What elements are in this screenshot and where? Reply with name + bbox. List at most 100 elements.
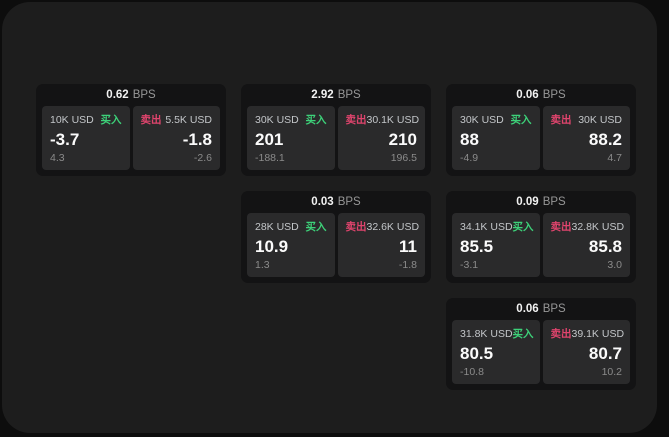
buy-panel[interactable]: 30K USD 买入 201 -188.1 <box>247 106 335 170</box>
sell-size: 5.5K USD <box>165 113 212 126</box>
card-body: 31.8K USD 买入 80.5 -10.8 卖出 39.1K USD 80.… <box>446 320 636 390</box>
buy-tag: 买入 <box>512 221 534 233</box>
sell-tag: 卖出 <box>345 221 367 233</box>
sell-size: 32.8K USD <box>571 220 625 233</box>
quote-card[interactable]: 0.09 BPS 34.1K USD 买入 85.5 -3.1 卖出 32.8K… <box>446 191 636 283</box>
buy-panel[interactable]: 10K USD 买入 -3.7 4.3 <box>42 106 130 170</box>
sell-delta: 3.0 <box>607 259 622 271</box>
sell-panel[interactable]: 卖出 5.5K USD -1.8 -2.6 <box>132 106 220 170</box>
sell-price: 80.7 <box>588 344 622 363</box>
bps-unit-label: BPS <box>542 89 566 101</box>
buy-price: -3.7 <box>50 130 80 149</box>
sell-size: 30K USD <box>578 113 622 126</box>
sell-panel-header: 卖出 30.1K USD <box>345 112 420 127</box>
buy-price: 80.5 <box>460 344 494 363</box>
quote-cards-grid: 0.62 BPS 10K USD 买入 -3.7 4.3 卖出 5.5K USD… <box>36 84 636 390</box>
quote-card[interactable]: 0.06 BPS 30K USD 买入 88 -4.9 卖出 30K USD 8… <box>446 84 636 176</box>
bps-unit-label: BPS <box>542 303 566 315</box>
bps-unit-label: BPS <box>542 196 566 208</box>
buy-panel[interactable]: 30K USD 买入 88 -4.9 <box>452 106 540 170</box>
buy-size: 31.8K USD <box>460 327 513 340</box>
sell-tag: 卖出 <box>550 221 572 233</box>
sell-delta: -1.8 <box>398 259 417 271</box>
buy-size: 10K USD <box>50 113 94 126</box>
buy-tag: 买入 <box>305 221 327 233</box>
buy-panel[interactable]: 34.1K USD 买入 85.5 -3.1 <box>452 213 540 277</box>
bps-unit-label: BPS <box>132 89 156 101</box>
sell-tag: 卖出 <box>345 114 367 126</box>
sell-panel-header: 卖出 32.6K USD <box>345 219 420 234</box>
card-header: 0.03 BPS <box>241 191 431 213</box>
card-body: 34.1K USD 买入 85.5 -3.1 卖出 32.8K USD 85.8… <box>446 213 636 283</box>
card-body: 28K USD 买入 10.9 1.3 卖出 32.6K USD 11 -1.8 <box>241 213 431 283</box>
bps-unit-label: BPS <box>337 89 361 101</box>
sell-price: 210 <box>388 130 417 149</box>
sell-tag: 卖出 <box>140 114 162 126</box>
buy-tag: 买入 <box>510 114 532 126</box>
sell-panel[interactable]: 卖出 30K USD 88.2 4.7 <box>542 106 630 170</box>
sell-price: 11 <box>399 237 417 256</box>
buy-panel-header: 28K USD 买入 <box>255 219 327 234</box>
buy-size: 28K USD <box>255 220 299 233</box>
bps-value: 2.92 <box>311 89 334 101</box>
bps-value: 0.06 <box>516 303 539 315</box>
bps-unit-label: BPS <box>337 196 361 208</box>
bps-value: 0.09 <box>516 196 539 208</box>
sell-panel[interactable]: 卖出 39.1K USD 80.7 10.2 <box>542 320 630 384</box>
sell-delta: 10.2 <box>601 366 622 378</box>
quote-card[interactable]: 2.92 BPS 30K USD 买入 201 -188.1 卖出 30.1K … <box>241 84 431 176</box>
buy-price: 201 <box>255 130 284 149</box>
bps-value: 0.03 <box>311 196 334 208</box>
buy-size: 30K USD <box>460 113 504 126</box>
card-body: 30K USD 买入 88 -4.9 卖出 30K USD 88.2 4.7 <box>446 106 636 176</box>
buy-price: 88 <box>460 130 479 149</box>
card-header: 0.62 BPS <box>36 84 226 106</box>
quote-card[interactable]: 0.06 BPS 31.8K USD 买入 80.5 -10.8 卖出 39.1… <box>446 298 636 390</box>
sell-panel-header: 卖出 5.5K USD <box>141 112 213 127</box>
buy-delta: 1.3 <box>255 259 270 271</box>
sell-delta: 4.7 <box>607 152 622 164</box>
buy-delta: -3.1 <box>460 259 479 271</box>
buy-panel[interactable]: 31.8K USD 买入 80.5 -10.8 <box>452 320 540 384</box>
sell-size: 39.1K USD <box>571 327 625 340</box>
sell-size: 32.6K USD <box>366 220 420 233</box>
sell-panel-header: 卖出 39.1K USD <box>551 326 625 341</box>
card-header: 0.09 BPS <box>446 191 636 213</box>
card-header: 0.06 BPS <box>446 84 636 106</box>
card-header: 2.92 BPS <box>241 84 431 106</box>
sell-panel-header: 卖出 32.8K USD <box>550 219 625 234</box>
sell-price: 88.2 <box>588 130 622 149</box>
buy-tag: 买入 <box>305 114 327 126</box>
buy-panel-header: 30K USD 买入 <box>255 112 327 127</box>
buy-size: 34.1K USD <box>460 220 513 233</box>
sell-size: 30.1K USD <box>366 113 420 126</box>
buy-panel-header: 34.1K USD 买入 <box>460 219 534 234</box>
card-body: 10K USD 买入 -3.7 4.3 卖出 5.5K USD -1.8 -2.… <box>36 106 226 176</box>
buy-delta: -4.9 <box>460 152 479 164</box>
bps-value: 0.06 <box>516 89 539 101</box>
card-body: 30K USD 买入 201 -188.1 卖出 30.1K USD 210 1… <box>241 106 431 176</box>
sell-price: 85.8 <box>588 237 622 256</box>
buy-panel-header: 10K USD 买入 <box>50 112 122 127</box>
sell-panel-header: 卖出 30K USD <box>551 112 623 127</box>
buy-delta: -10.8 <box>460 366 484 378</box>
buy-price: 85.5 <box>460 237 494 256</box>
quote-card[interactable]: 0.62 BPS 10K USD 买入 -3.7 4.3 卖出 5.5K USD… <box>36 84 226 176</box>
buy-panel[interactable]: 28K USD 买入 10.9 1.3 <box>247 213 335 277</box>
buy-panel-header: 30K USD 买入 <box>460 112 532 127</box>
sell-panel[interactable]: 卖出 30.1K USD 210 196.5 <box>337 106 425 170</box>
sell-panel[interactable]: 卖出 32.8K USD 85.8 3.0 <box>542 213 630 277</box>
app-panel: 0.62 BPS 10K USD 买入 -3.7 4.3 卖出 5.5K USD… <box>2 2 657 433</box>
sell-price: -1.8 <box>182 130 212 149</box>
buy-size: 30K USD <box>255 113 299 126</box>
sell-delta: -2.6 <box>193 152 212 164</box>
bps-value: 0.62 <box>106 89 129 101</box>
sell-tag: 卖出 <box>550 114 572 126</box>
buy-price: 10.9 <box>255 237 289 256</box>
card-header: 0.06 BPS <box>446 298 636 320</box>
quote-card[interactable]: 0.03 BPS 28K USD 买入 10.9 1.3 卖出 32.6K US… <box>241 191 431 283</box>
buy-delta: 4.3 <box>50 152 65 164</box>
buy-tag: 买入 <box>100 114 122 126</box>
buy-panel-header: 31.8K USD 买入 <box>460 326 534 341</box>
sell-panel[interactable]: 卖出 32.6K USD 11 -1.8 <box>337 213 425 277</box>
